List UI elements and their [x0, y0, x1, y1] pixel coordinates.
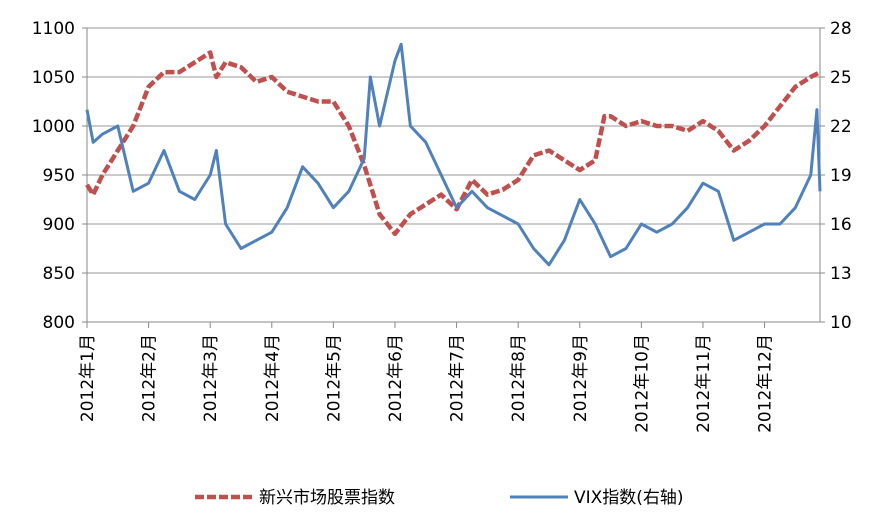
- x-tick-label: 2012年11月: [694, 334, 714, 433]
- x-tick-label: 2012年5月: [324, 334, 344, 422]
- y2-tick-label: 28: [830, 19, 852, 39]
- legend-label: VIX指数(右轴): [574, 488, 684, 508]
- y2-tick-label: 19: [830, 166, 852, 186]
- y2-tick-label: 10: [830, 313, 852, 333]
- x-tick-label: 2012年12月: [756, 334, 776, 433]
- series-line: [85, 50, 822, 237]
- x-tick-label: 2012年8月: [509, 334, 529, 422]
- x-tick-label: 2012年7月: [448, 334, 468, 422]
- y-tick-label: 1100: [32, 19, 75, 39]
- x-tick-label: 2012年4月: [263, 334, 283, 422]
- x-tick-label: 2012年6月: [386, 334, 406, 422]
- legend-label: 新兴市场股票指数: [259, 488, 395, 508]
- y-tick-label: 800: [43, 313, 75, 333]
- y2-tick-label: 25: [830, 68, 852, 88]
- y-tick-label: 950: [43, 166, 75, 186]
- x-tick-label: 2012年10月: [632, 334, 652, 433]
- y-tick-label: 1050: [32, 68, 75, 88]
- x-tick-label: 2012年3月: [201, 334, 221, 422]
- x-tick-label: 2012年1月: [78, 334, 98, 422]
- y-tick-label: 900: [43, 215, 75, 235]
- y-tick-label: 1000: [32, 117, 75, 137]
- y-tick-label: 850: [43, 264, 75, 284]
- y2-tick-label: 13: [830, 264, 852, 284]
- y2-tick-label: 22: [830, 117, 852, 137]
- x-tick-label: 2012年2月: [140, 334, 160, 422]
- x-tick-label: 2012年9月: [571, 334, 591, 422]
- series-line: [85, 42, 822, 267]
- y2-tick-label: 16: [830, 215, 852, 235]
